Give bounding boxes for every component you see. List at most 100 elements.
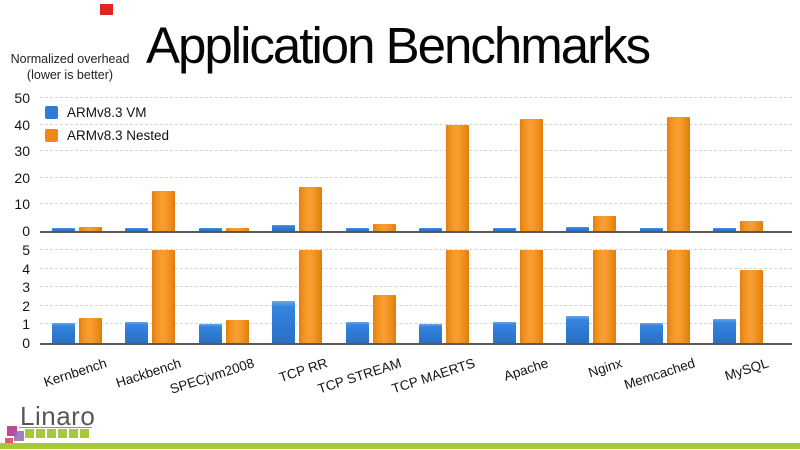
bar-group-mysql xyxy=(702,250,776,343)
bar-hackbench-nested xyxy=(152,191,176,231)
bar-nginx-vm xyxy=(566,227,590,231)
logo-red-square xyxy=(5,438,13,446)
bar-tcp-maerts-nested xyxy=(446,124,470,231)
linaro-logo-text: Linaro xyxy=(20,401,96,431)
bar-tcp-maerts-vm xyxy=(419,228,443,231)
logo-green-square xyxy=(69,429,78,438)
bar-specjvm2008-nested xyxy=(225,227,249,231)
y-axis: 0 10 20 30 40 50 xyxy=(2,90,36,239)
bar-group-hackbench xyxy=(114,250,188,343)
gridline-40 xyxy=(40,123,792,125)
gridline-30 xyxy=(40,150,792,152)
bars-row xyxy=(40,250,775,343)
bar-tcp-rr-nested xyxy=(299,187,323,231)
bar-group-kernbench xyxy=(40,250,114,343)
logo-green-square xyxy=(25,429,34,438)
bar-memcached-nested xyxy=(666,116,690,231)
x-tick-label-kernbench: Kernbench xyxy=(42,355,110,390)
bar-apache-vm xyxy=(492,321,516,343)
bar-group-hackbench xyxy=(114,98,188,231)
bar-group-memcached xyxy=(628,250,702,343)
x-axis-labels: Kernbench Hackbench SPECjvm2008 TCP RR TCP S… xyxy=(40,343,775,403)
bar-mysql-vm xyxy=(713,227,737,231)
legend-label-nested: ARMv8.3 Nested xyxy=(67,128,170,143)
bar-group-tcp-maerts xyxy=(408,250,482,343)
bar-apache-nested xyxy=(519,119,543,231)
chart-panel-overview: 0 10 20 30 40 50 ARMv8.3 VM ARMv8.3 Nested xyxy=(14,90,792,239)
y-tick-label-4: 4 xyxy=(22,260,30,277)
gridline-3 xyxy=(40,286,792,288)
bar-tcp-stream-vm xyxy=(345,321,369,343)
linaro-logo-underline xyxy=(19,427,92,428)
bar-specjvm2008-vm xyxy=(198,228,222,231)
bar-kernbench-vm xyxy=(51,228,75,231)
bars-row xyxy=(40,98,775,231)
bar-memcached-nested xyxy=(666,250,690,343)
x-tick-label-memcached: Memcached xyxy=(622,355,698,393)
red-accent-square xyxy=(100,4,113,15)
gridline-20 xyxy=(40,176,792,178)
bar-apache-vm xyxy=(492,227,516,231)
bar-group-mysql xyxy=(702,98,776,231)
y-tick-label-40: 40 xyxy=(14,116,30,133)
footer-green-bar xyxy=(0,443,800,449)
bar-kernbench-nested xyxy=(78,227,102,231)
bar-group-specjvm2008 xyxy=(187,250,261,343)
bar-group-specjvm2008 xyxy=(187,98,261,231)
bar-mysql-nested xyxy=(740,270,764,343)
gridline-10 xyxy=(40,203,792,205)
logo-magenta-square xyxy=(7,426,17,436)
y-tick-label-2: 2 xyxy=(22,297,30,314)
y-tick-label-5: 5 xyxy=(22,242,30,258)
y-tick-label-0: 0 xyxy=(22,223,30,239)
bar-nginx-nested xyxy=(593,250,617,343)
y-tick-label-3: 3 xyxy=(22,279,30,296)
gridline-5 xyxy=(40,249,792,250)
y-tick-label-1: 1 xyxy=(22,316,30,333)
y-axis-note-line2: (lower is better) xyxy=(26,67,114,82)
x-tick-label-specjvm2008: SPECjvm2008 xyxy=(167,355,257,397)
y-tick-label-20: 20 xyxy=(14,169,30,186)
bar-group-apache xyxy=(481,98,555,231)
bar-kernbench-vm xyxy=(51,323,75,343)
gridline-50 xyxy=(40,97,792,98)
linaro-logo-green-squares xyxy=(25,429,89,438)
bar-mysql-nested xyxy=(740,220,764,231)
plot-area xyxy=(40,249,792,343)
slide-title: Application Benchmarks xyxy=(146,17,651,74)
bar-group-nginx xyxy=(555,98,629,231)
plot-area xyxy=(40,97,792,231)
bar-tcp-maerts-nested xyxy=(446,250,470,343)
bar-hackbench-vm xyxy=(125,227,149,231)
bar-memcached-vm xyxy=(639,323,663,343)
bar-specjvm2008-vm xyxy=(198,324,222,343)
bar-specjvm2008-nested xyxy=(225,319,249,343)
x-tick-label-mysql: MySQL xyxy=(723,355,771,384)
bar-tcp-stream-nested xyxy=(372,224,396,231)
bar-tcp-rr-nested xyxy=(299,250,323,343)
bar-group-apache xyxy=(481,250,555,343)
bar-apache-nested xyxy=(519,250,543,343)
bar-tcp-rr-vm xyxy=(272,301,296,343)
logo-green-square xyxy=(36,429,45,438)
gridline-1 xyxy=(40,323,792,325)
bar-group-kernbench xyxy=(40,98,114,231)
bar-group-tcp-maerts xyxy=(408,98,482,231)
legend-label-vm: ARMv8.3 VM xyxy=(67,105,147,120)
legend-item-vm: ARMv8.3 VM xyxy=(45,104,180,121)
bar-hackbench-nested xyxy=(152,250,176,343)
logo-purple-square xyxy=(14,431,24,441)
y-axis-note-line1: Normalized overhead xyxy=(10,52,130,66)
y-tick-label-30: 30 xyxy=(14,143,30,160)
bar-group-tcp-rr xyxy=(261,98,335,231)
bar-group-tcp-stream xyxy=(334,98,408,231)
x-tick-label-tcp-maerts: TCP MAERTS xyxy=(389,355,477,397)
logo-green-square xyxy=(80,429,89,438)
y-axis-note: Normalized overhead (lower is better) xyxy=(2,52,138,83)
x-tick-label-tcp-stream: TCP STREAM xyxy=(315,355,404,397)
legend-swatch-nested xyxy=(45,129,58,142)
bar-group-memcached xyxy=(628,98,702,231)
bar-tcp-stream-nested xyxy=(372,294,396,343)
